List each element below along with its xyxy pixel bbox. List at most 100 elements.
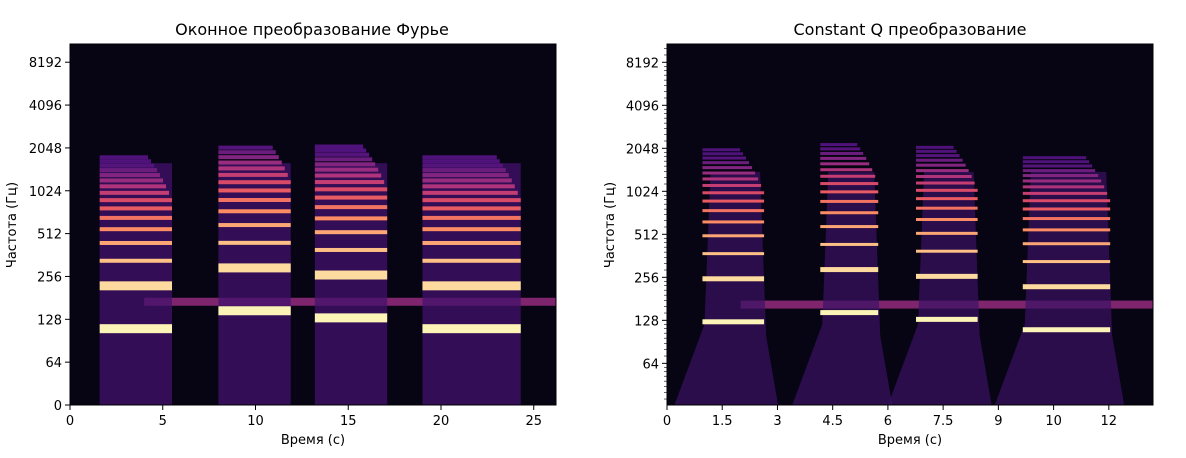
x-tick-label: 1.5	[712, 414, 733, 429]
harmonic-line	[422, 227, 521, 232]
harmonic-line	[422, 240, 521, 245]
note-block-3	[888, 145, 992, 405]
harmonic-line	[1022, 284, 1111, 290]
harmonic-line	[916, 273, 978, 279]
harmonic-line	[702, 171, 756, 175]
harmonic-line	[702, 319, 765, 325]
harmonic-line	[702, 152, 744, 156]
x-tick-label: 9	[994, 414, 1002, 429]
harmonic-line	[99, 168, 158, 173]
harmonic-line	[422, 190, 518, 195]
harmonic-line	[916, 231, 978, 235]
stft-axes-frame	[69, 43, 557, 406]
x-tick-label: 5	[159, 414, 167, 429]
harmonic-line	[1022, 169, 1096, 173]
y-tick-label: 4096	[626, 99, 659, 114]
harmonic-line	[314, 270, 388, 280]
harmonic-line	[314, 144, 364, 149]
harmonic-line	[99, 159, 152, 164]
cqt-title: Constant Q преобразование	[793, 20, 1026, 39]
harmonic-line	[916, 316, 978, 322]
x-tick-label: 15	[340, 414, 357, 429]
harmonic-line	[218, 155, 279, 160]
harmonic-line	[314, 313, 388, 323]
stft-title: Оконное преобразование Фурье	[175, 20, 449, 39]
x-tick-label: 3	[773, 414, 781, 429]
harmonic-line	[422, 215, 521, 220]
y-tick-label: 1024	[626, 185, 659, 200]
cqt-axes-frame	[666, 43, 1154, 406]
y-tick-label: 4096	[29, 99, 62, 114]
harmonic-line	[916, 145, 954, 149]
harmonic-line	[218, 172, 288, 177]
harmonic-line	[916, 249, 978, 253]
note-wash	[674, 171, 779, 405]
y-tick-label: 64	[45, 356, 62, 371]
harmonic-line	[218, 263, 291, 273]
harmonic-line	[820, 267, 879, 273]
harmonic-line	[314, 157, 373, 162]
harmonic-line	[702, 252, 765, 256]
harmonic-line	[702, 183, 762, 187]
harmonic-line	[1022, 156, 1087, 160]
y-tick-label: 256	[37, 270, 62, 285]
harmonic-line	[702, 276, 765, 282]
harmonic-line	[99, 206, 173, 211]
x-tick-label: 0	[663, 414, 671, 429]
harmonic-line	[916, 181, 975, 185]
note-block-1	[674, 148, 779, 405]
note-block-2	[218, 145, 291, 405]
harmonic-line	[820, 242, 879, 246]
y-tick-label: 2048	[626, 142, 659, 157]
harmonic-line	[314, 195, 388, 200]
harmonic-line	[314, 162, 376, 167]
harmonic-line	[99, 184, 167, 189]
harmonic-line	[820, 310, 879, 316]
x-tick-label: 6	[884, 414, 892, 429]
harmonic-line	[99, 198, 173, 203]
y-tick-label: 128	[634, 314, 659, 329]
note-wash	[792, 171, 893, 405]
harmonic-line	[820, 162, 870, 166]
harmonic-line	[314, 230, 388, 235]
harmonic-line	[422, 281, 521, 291]
stft-y-ticks: 0 64 128 256 512 1024 2048 4096 8192	[29, 56, 70, 414]
harmonic-line	[218, 145, 273, 150]
harmonic-line	[1022, 327, 1111, 333]
harmonic-line	[1022, 217, 1111, 221]
harmonic-line	[99, 155, 149, 160]
harmonic-line	[916, 175, 972, 179]
note-wash	[888, 171, 992, 405]
y-tick-label: 512	[37, 228, 62, 243]
harmonic-line	[314, 173, 382, 178]
harmonic-line	[702, 234, 765, 238]
harmonic-line	[820, 190, 879, 194]
harmonic-line	[218, 166, 285, 171]
harmonic-line	[218, 306, 291, 316]
harmonic-line	[422, 168, 506, 173]
harmonic-line	[99, 163, 155, 168]
cqt-x-ticks: 0 1.5 3 4.5 6 7.5 9 10 12	[663, 405, 1117, 429]
note-wash	[218, 163, 291, 405]
stft-spectrogram	[70, 44, 556, 405]
x-tick-label: 10	[1045, 414, 1062, 429]
harmonic-line	[422, 258, 521, 263]
y-tick-label: 0	[54, 399, 62, 414]
harmonic-line	[99, 173, 161, 178]
harmonic-line	[1022, 191, 1108, 195]
harmonic-line	[916, 149, 957, 153]
harmonic-line	[1022, 228, 1111, 232]
cqt-spectrogram	[667, 44, 1153, 405]
y-tick-label: 8192	[29, 56, 62, 71]
harmonic-line	[218, 150, 276, 155]
harmonic-line	[1022, 260, 1111, 264]
harmonic-line	[1022, 160, 1090, 164]
harmonic-line	[422, 155, 497, 160]
harmonic-line	[820, 156, 867, 160]
harmonic-line	[702, 148, 741, 152]
harmonic-line	[1022, 179, 1102, 183]
harmonic-line	[99, 215, 173, 220]
harmonic-line	[916, 158, 963, 162]
cqt-y-label: Частота (Гц)	[603, 182, 618, 268]
y-tick-label: 64	[642, 357, 659, 372]
